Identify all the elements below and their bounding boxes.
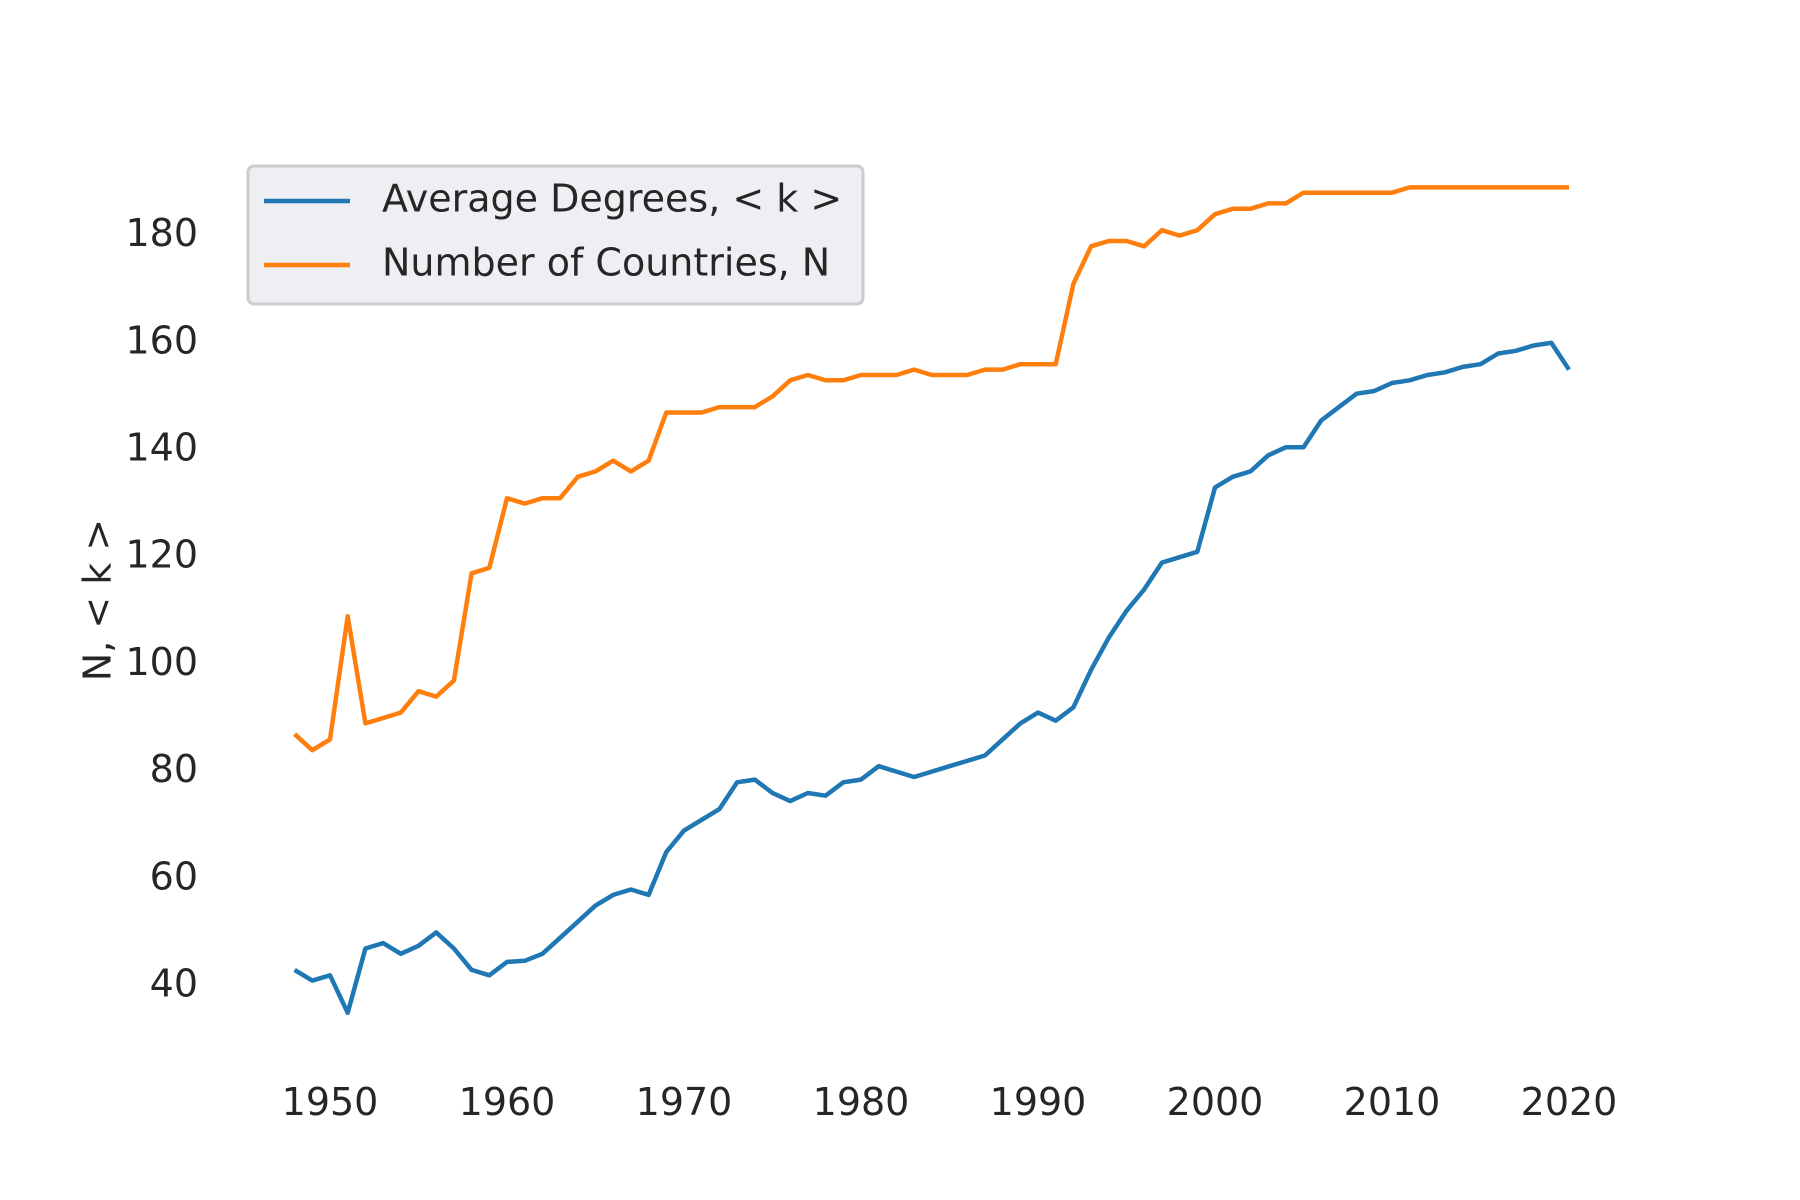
y-tick-label: 140 [125, 426, 198, 470]
x-tick-label: 1980 [813, 1080, 910, 1124]
x-tick-label: 1990 [990, 1080, 1087, 1124]
plot-area [293, 185, 1571, 1016]
legend-label: Average Degrees, < k > [382, 177, 842, 221]
y-tick-label: 120 [125, 533, 198, 577]
x-tick-label: 2000 [1167, 1080, 1264, 1124]
x-axis-ticks: 1950 1960 1970 1980 1990 2000 2010 2020 [282, 1080, 1618, 1124]
legend-label: Number of Countries, N [382, 241, 830, 285]
y-tick-label: 100 [125, 640, 198, 684]
legend: Average Degrees, < k > Number of Countrie… [246, 164, 865, 306]
series-line-number-of-countries [293, 185, 1569, 753]
legend-box [246, 164, 865, 306]
y-axis-label: N, < k > [76, 519, 120, 681]
y-tick-label: 80 [150, 747, 198, 791]
y-tick-label: 160 [125, 318, 198, 362]
x-tick-label: 1950 [282, 1080, 379, 1124]
y-tick-label: 60 [150, 854, 198, 898]
x-tick-label: 2020 [1521, 1080, 1618, 1124]
x-tick-label: 1960 [459, 1080, 556, 1124]
y-axis-ticks: 40 60 80 100 120 140 160 180 [125, 211, 198, 1005]
x-tick-label: 2010 [1344, 1080, 1441, 1124]
y-tick-label: 40 [150, 962, 198, 1006]
series-line-average-degrees [293, 340, 1571, 1016]
x-tick-label: 1970 [636, 1080, 733, 1124]
y-tick-label: 180 [125, 211, 198, 255]
